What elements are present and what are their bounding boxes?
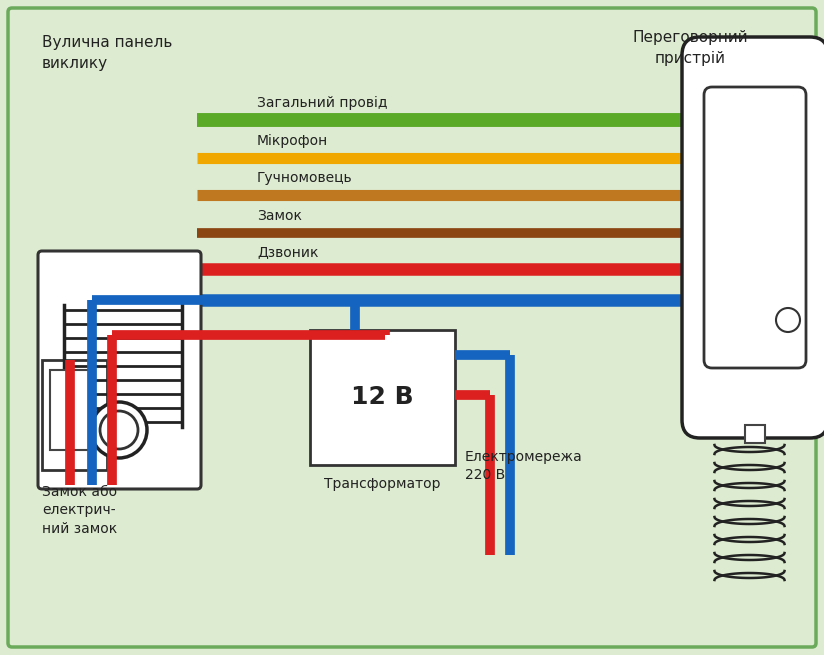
Bar <box>310 330 455 465</box>
Bar <box>50 370 95 450</box>
Text: Трансформатор: Трансформатор <box>325 477 441 491</box>
Bar <box>745 425 765 443</box>
Circle shape <box>776 308 800 332</box>
Bar <box>42 360 107 470</box>
Text: Мікрофон: Мікрофон <box>257 134 328 148</box>
Text: Замок або
електрич-
ний замок: Замок або електрич- ний замок <box>42 485 117 536</box>
FancyBboxPatch shape <box>8 8 816 647</box>
Text: Переговорний
пристрій: Переговорний пристрій <box>632 30 748 66</box>
Text: Загальний провід: Загальний провід <box>257 96 387 110</box>
Text: Замок: Замок <box>257 209 302 223</box>
Text: Дзвоник: Дзвоник <box>257 245 319 259</box>
Text: Вулична панель
виклику: Вулична панель виклику <box>42 35 172 71</box>
FancyBboxPatch shape <box>704 87 806 368</box>
Circle shape <box>100 411 138 449</box>
Text: Електромережа
220 В: Електромережа 220 В <box>465 450 583 482</box>
Text: Гучномовець: Гучномовець <box>257 171 353 185</box>
Text: 12 В: 12 В <box>351 386 414 409</box>
Circle shape <box>91 402 147 458</box>
FancyBboxPatch shape <box>682 37 824 438</box>
FancyBboxPatch shape <box>38 251 201 489</box>
